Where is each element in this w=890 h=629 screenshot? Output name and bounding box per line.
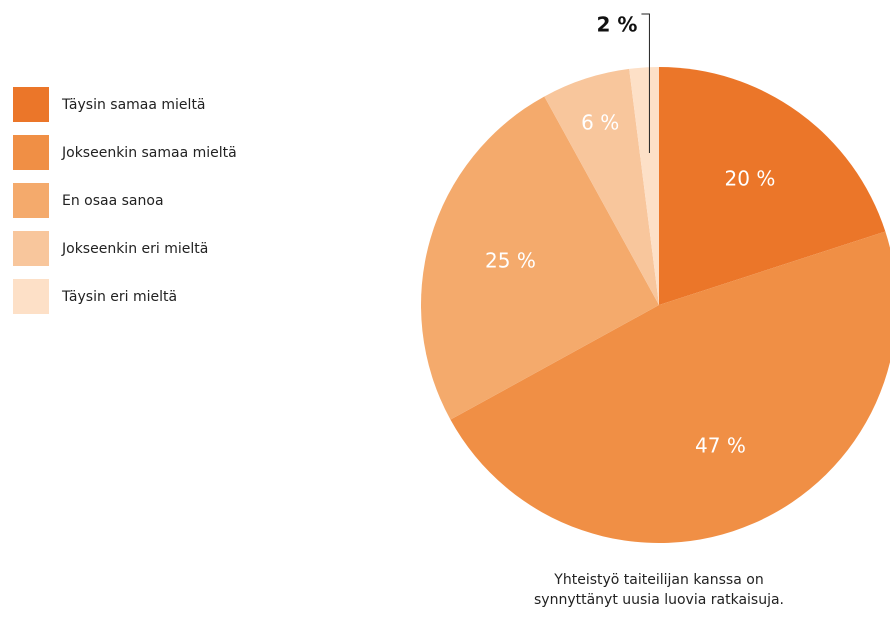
legend-swatch [13, 87, 49, 122]
pie-slice [544, 68, 659, 305]
pie-slice [659, 67, 886, 305]
legend-label: Jokseenkin eri mieltä [61, 241, 208, 257]
leader-line [641, 13, 650, 153]
legend-label: Täysin samaa mieltä [61, 97, 206, 113]
chart-caption: Yhteistyö taiteilijan kanssa on synnyttä… [534, 572, 784, 608]
legend-label: En osaa sanoa [62, 193, 164, 209]
data-label: 47 % [695, 433, 746, 457]
legend-swatch [13, 279, 49, 314]
data-label: 25 % [485, 248, 536, 272]
legend-swatch [13, 231, 49, 266]
legend-swatch [13, 135, 49, 170]
legend-label: Jokseenkin samaa mieltä [61, 145, 237, 161]
legend-label: Täysin eri mieltä [61, 289, 177, 305]
data-label: 2 % [597, 13, 638, 37]
pie-slice [629, 67, 659, 305]
data-label: 6 % [581, 110, 619, 134]
data-label: 20 % [725, 166, 776, 190]
legend-swatch [13, 183, 49, 218]
pie-slice [450, 231, 890, 543]
pie-slice [421, 96, 659, 420]
